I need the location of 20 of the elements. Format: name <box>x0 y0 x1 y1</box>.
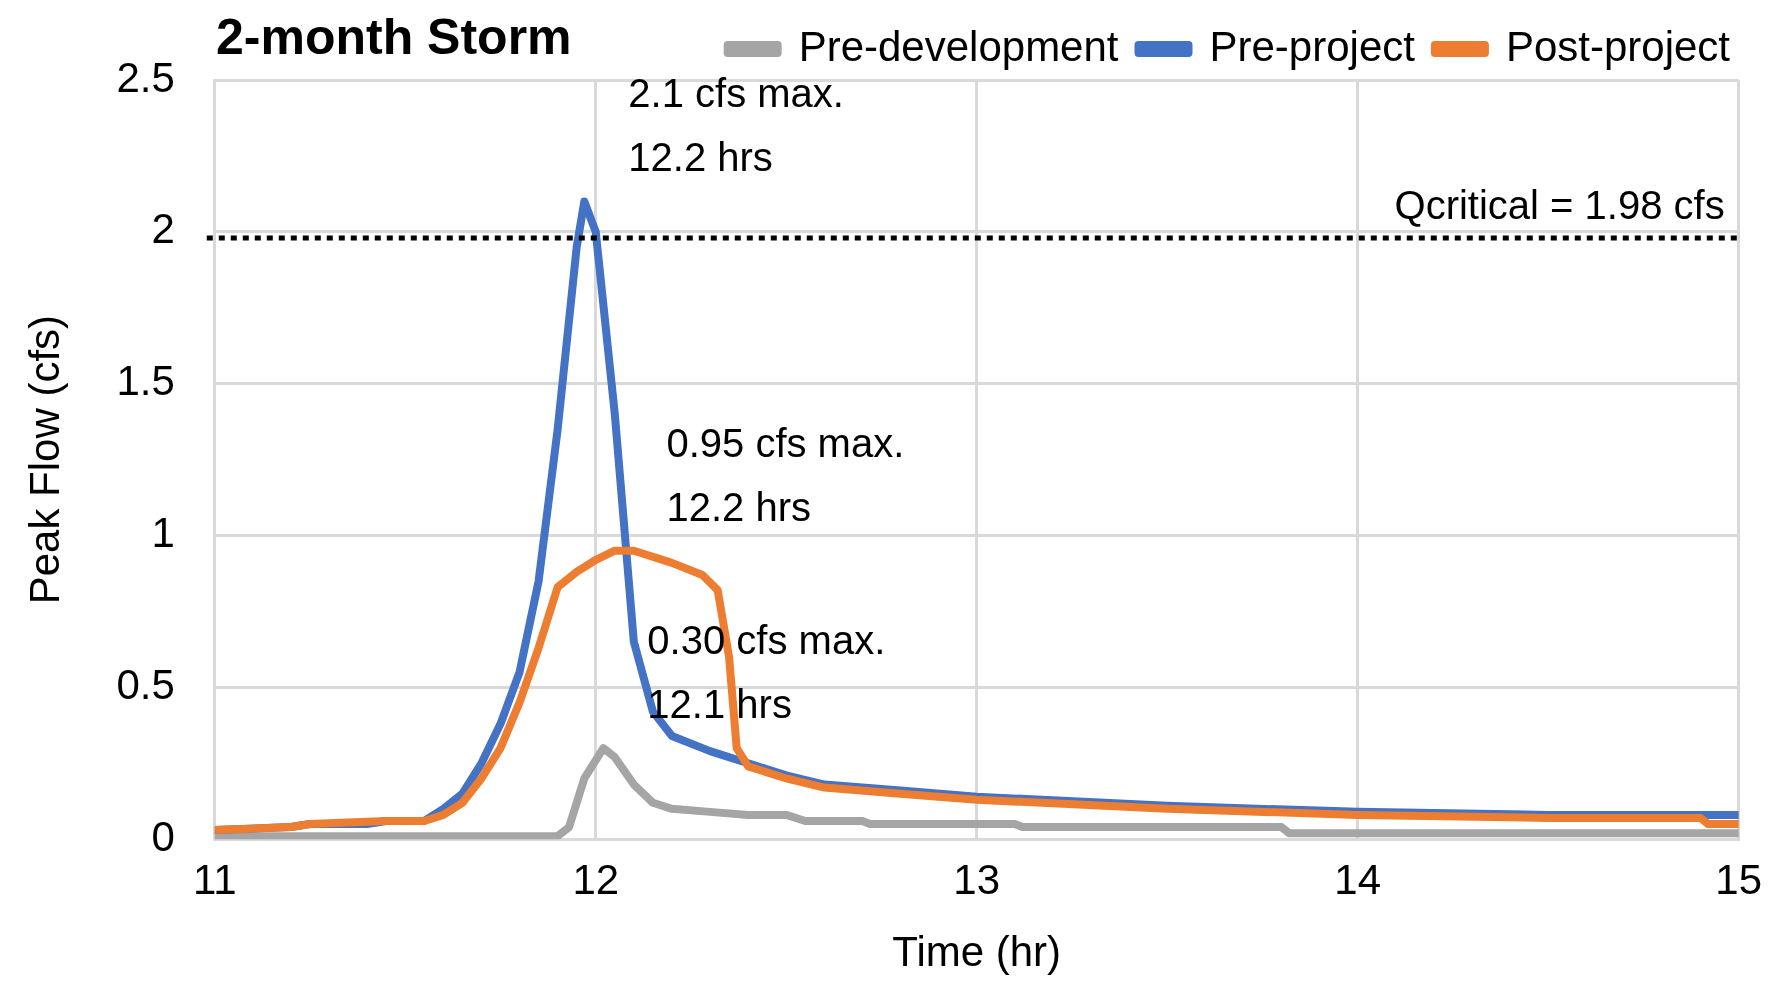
x-axis-title: Time (hr) <box>892 928 1062 976</box>
annotation: 2.1 cfs max. 12.2 hrs <box>628 71 844 180</box>
y-tick-label: 1 <box>151 509 175 557</box>
annotation: 0.95 cfs max. 12.2 hrs <box>666 420 905 529</box>
legend-label: Pre-project <box>1209 22 1416 70</box>
x-tick-label: 13 <box>953 855 1001 903</box>
y-tick-label: 2.5 <box>116 53 175 101</box>
x-tick-label: 12 <box>572 855 620 903</box>
y-tick-label: 2 <box>151 205 175 253</box>
x-tick-label: 14 <box>1334 855 1382 903</box>
y-tick-label: 0.5 <box>116 660 175 708</box>
legend-label: Post-project <box>1505 22 1731 70</box>
x-tick-label: 11 <box>192 855 237 903</box>
legend-label: Pre-development <box>798 22 1119 70</box>
y-tick-label: 1.5 <box>116 357 175 405</box>
y-tick-label: 0 <box>151 812 175 860</box>
x-tick-label: 15 <box>1715 855 1762 903</box>
chart-title: 2-month Storm <box>216 8 572 65</box>
ref-line-label: Qcritical = 1.98 cfs <box>1394 182 1725 227</box>
y-axis-title: Peak Flow (cfs) <box>20 314 68 605</box>
